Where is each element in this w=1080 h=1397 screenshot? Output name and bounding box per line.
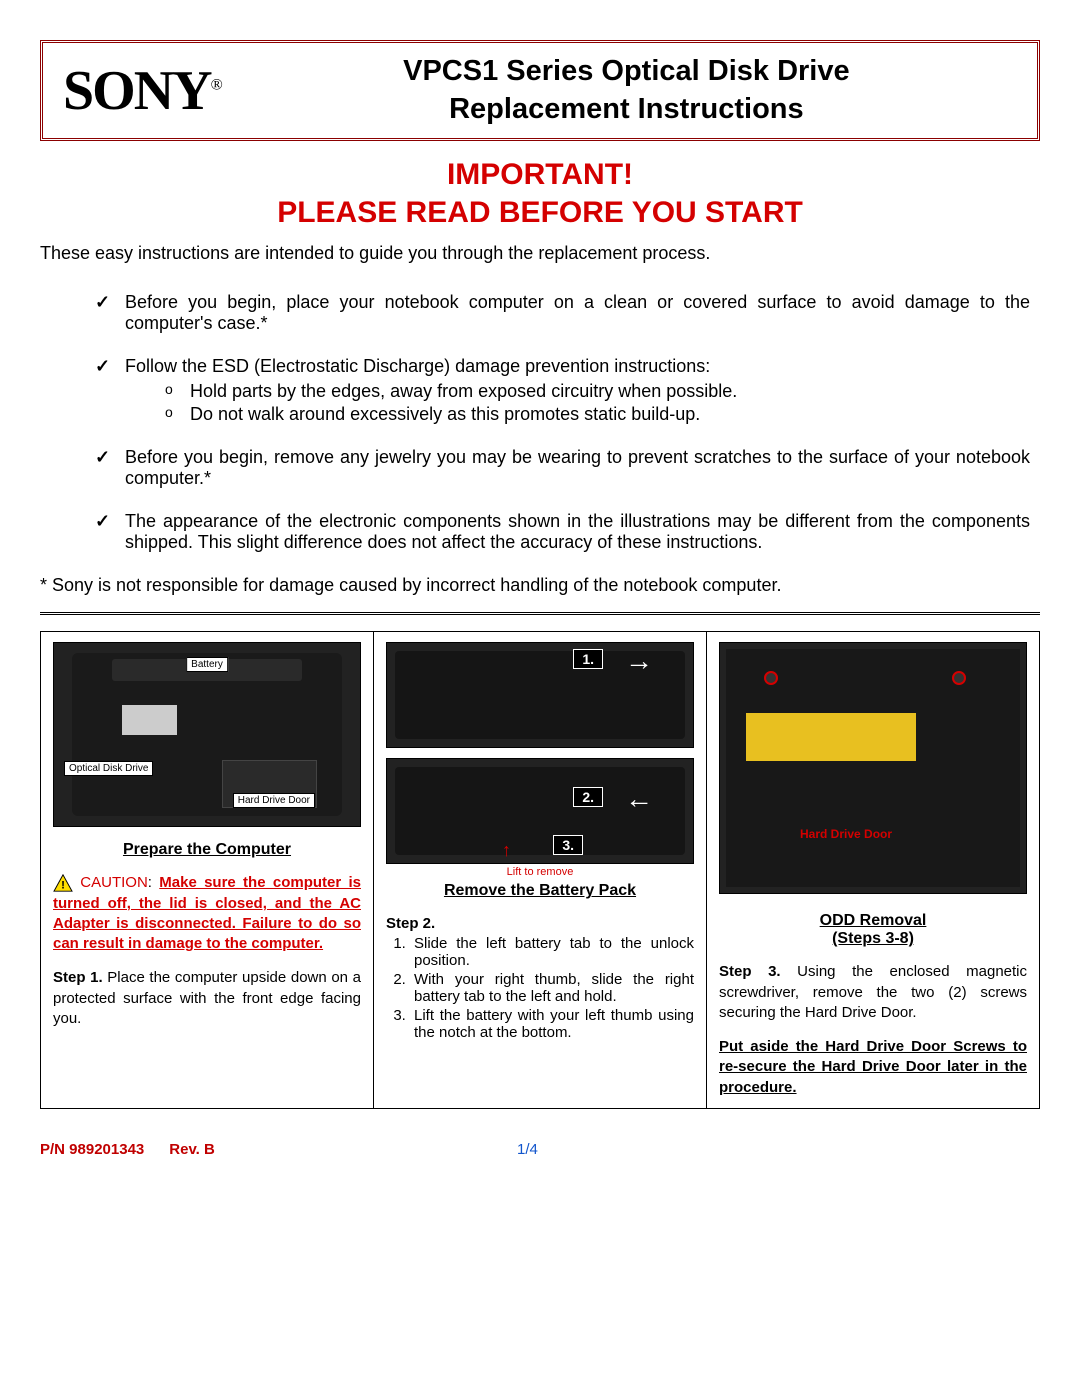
- figure-battery-2: 2. ← 3. ↑: [386, 758, 694, 864]
- svg-text:!: !: [61, 880, 65, 892]
- check-item-4: The appearance of the electronic compone…: [95, 511, 1030, 553]
- important-heading: IMPORTANT! PLEASE READ BEFORE YOU START: [40, 156, 1040, 231]
- col2-heading: Remove the Battery Pack: [386, 882, 694, 900]
- num-2: 2.: [573, 787, 603, 807]
- revision: Rev. B: [169, 1141, 215, 1158]
- important-line2: PLEASE READ BEFORE YOU START: [40, 194, 1040, 232]
- checklist: Before you begin, place your notebook co…: [95, 292, 1030, 553]
- caution-icon: !: [53, 874, 73, 892]
- registered-mark: ®: [211, 76, 221, 93]
- header-title: VPCS1 Series Optical Disk Drive Replacem…: [236, 53, 1017, 128]
- caution-label: CAUTION: [80, 874, 148, 891]
- label-odd: Optical Disk Drive: [64, 761, 153, 776]
- step2-list: Slide the left battery tab to the unlock…: [410, 935, 694, 1041]
- figure-battery-1: 1. →: [386, 642, 694, 748]
- intro-text: These easy instructions are intended to …: [40, 243, 1040, 264]
- check-sublist: Hold parts by the edges, away from expos…: [165, 381, 1030, 425]
- caution-paragraph: ! CAUTION: Make sure the computer is tur…: [53, 873, 361, 954]
- check-item-2: Follow the ESD (Electrostatic Discharge)…: [95, 356, 1030, 425]
- label-battery: Battery: [186, 657, 228, 672]
- check-item-3: Before you begin, remove any jewelry you…: [95, 447, 1030, 489]
- header-title-line1: VPCS1 Series Optical Disk Drive: [403, 55, 850, 87]
- col1-heading: Prepare the Computer: [53, 841, 361, 859]
- column-1: Battery Optical Disk Drive Hard Drive Do…: [41, 632, 373, 1108]
- arrow-1: →: [625, 645, 653, 677]
- part-number: P/N 989201343: [40, 1141, 144, 1158]
- footer-left: P/N 989201343 Rev. B: [40, 1141, 215, 1158]
- logo-text: SONY: [63, 60, 211, 122]
- check-item-2-text: Follow the ESD (Electrostatic Discharge)…: [125, 356, 710, 376]
- check-subitem-1: Hold parts by the edges, away from expos…: [165, 381, 1030, 402]
- col3-heading: ODD Removal(Steps 3-8): [719, 912, 1027, 948]
- step3-label: Step 3.: [719, 963, 781, 980]
- hdd-door-label: Hard Drive Door: [800, 827, 892, 841]
- step2-label: Step 2.: [386, 915, 435, 932]
- aside-note: Put aside the Hard Drive Door Screws to …: [719, 1037, 1027, 1098]
- arrow-2: ←: [625, 783, 653, 815]
- divider: [40, 612, 1040, 615]
- label-hdd-door: Hard Drive Door: [233, 793, 315, 808]
- figure-hdd-door: Hard Drive Door: [719, 642, 1027, 894]
- check-subitem-2: Do not walk around excessively as this p…: [165, 404, 1030, 425]
- step1: Step 1. Place the computer upside down o…: [53, 968, 361, 1029]
- step2-item2: With your right thumb, slide the right b…: [410, 971, 694, 1005]
- lift-label: Lift to remove: [386, 866, 694, 878]
- header-box: SONY® VPCS1 Series Optical Disk Drive Re…: [40, 40, 1040, 141]
- step3: Step 3. Using the enclosed magnetic scre…: [719, 962, 1027, 1023]
- figure-laptop-bottom: Battery Optical Disk Drive Hard Drive Do…: [53, 642, 361, 827]
- arrow-up: ↑: [502, 840, 511, 861]
- page-number: 1/4: [215, 1141, 840, 1158]
- check-item-1: Before you begin, place your notebook co…: [95, 292, 1030, 334]
- instruction-columns: Battery Optical Disk Drive Hard Drive Do…: [40, 631, 1040, 1109]
- sony-logo: SONY®: [63, 59, 236, 123]
- header-title-line2: Replacement Instructions: [449, 93, 804, 125]
- column-3: Hard Drive Door ODD Removal(Steps 3-8) S…: [706, 632, 1039, 1108]
- num-1: 1.: [573, 649, 603, 669]
- step2-item1: Slide the left battery tab to the unlock…: [410, 935, 694, 969]
- footer: P/N 989201343 Rev. B 1/4: [40, 1141, 1040, 1158]
- step1-label: Step 1.: [53, 969, 103, 986]
- yellow-label: [746, 713, 916, 761]
- step2-item3: Lift the battery with your left thumb us…: [410, 1007, 694, 1041]
- column-2: 1. → 2. ← 3. ↑ Lift to remove Remove the…: [373, 632, 706, 1108]
- disclaimer: * Sony is not responsible for damage cau…: [40, 575, 1040, 596]
- num-3: 3.: [553, 835, 583, 855]
- important-line1: IMPORTANT!: [40, 156, 1040, 194]
